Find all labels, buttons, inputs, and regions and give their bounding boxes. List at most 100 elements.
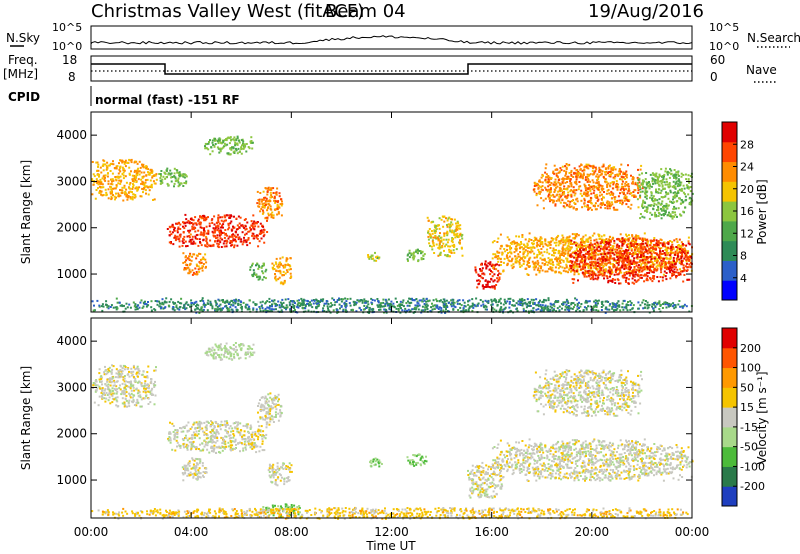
- power-cell: [451, 218, 454, 221]
- power-cell: [547, 178, 550, 181]
- power-cell: [491, 285, 494, 288]
- power-cell: [557, 198, 560, 201]
- power-cell: [595, 185, 597, 188]
- power-cell: [181, 240, 184, 243]
- power-cell: [112, 187, 114, 190]
- power-cell: [410, 254, 413, 257]
- power-cell: [663, 270, 666, 273]
- power-cell: [609, 164, 611, 167]
- power-cell: [134, 195, 137, 198]
- power-cell: [100, 190, 103, 193]
- power-cell: [265, 301, 267, 304]
- power-cell: [100, 171, 103, 174]
- power-cell: [599, 257, 601, 260]
- power-cell: [685, 198, 688, 201]
- power-cell: [278, 192, 281, 195]
- power-cell: [278, 265, 281, 268]
- power-cell: [545, 243, 548, 246]
- power-cell: [187, 266, 190, 269]
- power-cell: [661, 250, 664, 252]
- power-cell: [638, 267, 641, 270]
- power-cell: [625, 235, 628, 238]
- power-cell: [683, 193, 686, 196]
- power-cell: [426, 216, 429, 219]
- power-cell: [506, 244, 509, 247]
- power-cell: [132, 193, 135, 196]
- power-cell: [675, 276, 678, 279]
- power-cell: [610, 173, 612, 176]
- power-cell: [662, 177, 665, 180]
- power-cell: [238, 226, 241, 229]
- power-cell: [476, 303, 479, 306]
- power-cell: [243, 239, 246, 242]
- power-cell: [207, 148, 210, 151]
- power-cell: [173, 228, 175, 231]
- power-cell: [664, 264, 667, 267]
- power-cell: [123, 186, 126, 189]
- power-cell: [487, 280, 489, 283]
- power-cell: [526, 242, 529, 245]
- power-cell: [518, 235, 520, 238]
- power-cell: [229, 222, 232, 225]
- power-cell: [102, 186, 105, 189]
- power-cell: [669, 240, 672, 242]
- power-cell: [570, 269, 573, 272]
- power-cell: [199, 241, 201, 244]
- power-cell: [482, 303, 485, 306]
- power-cell: [251, 273, 254, 276]
- power-cell: [600, 188, 603, 190]
- power-cell: [376, 257, 379, 259]
- power-cell: [575, 198, 578, 201]
- power-cell: [197, 265, 200, 268]
- power-cell: [112, 163, 115, 166]
- power-cell: [442, 238, 445, 241]
- power-cell: [475, 305, 478, 308]
- power-cell: [594, 202, 597, 205]
- power-cell: [587, 163, 590, 166]
- power-cell: [253, 237, 256, 240]
- power-cell: [449, 218, 452, 221]
- power-cell: [218, 230, 221, 233]
- power-cell: [562, 179, 565, 182]
- power-cell: [225, 245, 228, 248]
- power-cell: [453, 233, 456, 236]
- power-cell: [665, 265, 668, 268]
- power-cell: [559, 201, 562, 204]
- power-cell: [644, 242, 647, 245]
- power-cell: [637, 247, 640, 250]
- power-cell: [398, 305, 401, 308]
- power-cell: [498, 276, 501, 279]
- power-cell: [233, 246, 236, 249]
- power-cell: [348, 302, 351, 305]
- power-cell: [675, 246, 678, 248]
- power-cell: [524, 267, 527, 270]
- power-cell: [189, 254, 192, 257]
- power-cell: [425, 303, 428, 306]
- power-cell: [366, 305, 369, 308]
- power-cell: [152, 199, 154, 201]
- power-cell: [199, 253, 202, 255]
- power-cell: [665, 272, 668, 274]
- power-echo-region: [182, 252, 208, 276]
- power-cell: [554, 258, 557, 261]
- power-cell: [211, 222, 214, 224]
- power-cell: [584, 259, 586, 262]
- power-cell: [642, 248, 645, 251]
- power-cell: [459, 224, 462, 227]
- power-cell: [661, 200, 664, 203]
- power-cell: [600, 173, 603, 176]
- power-cell: [562, 177, 565, 180]
- power-cell: [438, 242, 441, 245]
- power-cell: [666, 257, 669, 260]
- power-cell: [611, 280, 614, 283]
- power-cell: [652, 182, 654, 185]
- power-cell: [213, 231, 216, 234]
- power-cell: [493, 267, 496, 270]
- power-cell: [625, 271, 628, 273]
- power-cell: [232, 138, 235, 141]
- power-cell: [639, 259, 642, 262]
- power-cell: [671, 266, 674, 269]
- power-cell: [165, 176, 168, 179]
- power-cell: [264, 307, 267, 310]
- power-cell: [147, 171, 149, 174]
